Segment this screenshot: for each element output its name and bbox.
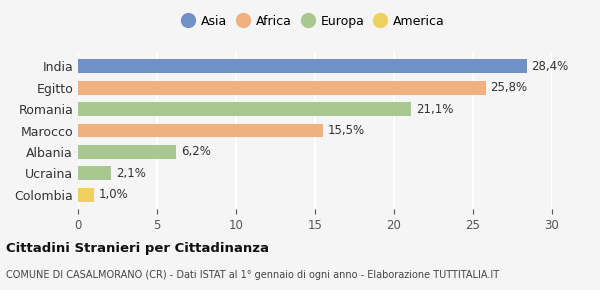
Text: 25,8%: 25,8%	[490, 81, 527, 94]
Bar	[78, 124, 323, 137]
Text: 6,2%: 6,2%	[181, 145, 211, 158]
Text: 21,1%: 21,1%	[416, 103, 454, 116]
Bar	[78, 145, 176, 159]
Text: COMUNE DI CASALMORANO (CR) - Dati ISTAT al 1° gennaio di ogni anno - Elaborazion: COMUNE DI CASALMORANO (CR) - Dati ISTAT …	[6, 270, 499, 280]
Text: 15,5%: 15,5%	[328, 124, 365, 137]
Bar	[78, 59, 527, 73]
Bar	[78, 102, 412, 116]
Text: 28,4%: 28,4%	[532, 60, 569, 73]
Legend: Asia, Africa, Europa, America: Asia, Africa, Europa, America	[181, 12, 449, 32]
Bar	[78, 81, 485, 95]
Bar	[78, 188, 94, 202]
Bar	[78, 166, 111, 180]
Text: 1,0%: 1,0%	[98, 188, 128, 201]
Text: Cittadini Stranieri per Cittadinanza: Cittadini Stranieri per Cittadinanza	[6, 242, 269, 255]
Text: 2,1%: 2,1%	[116, 167, 146, 180]
